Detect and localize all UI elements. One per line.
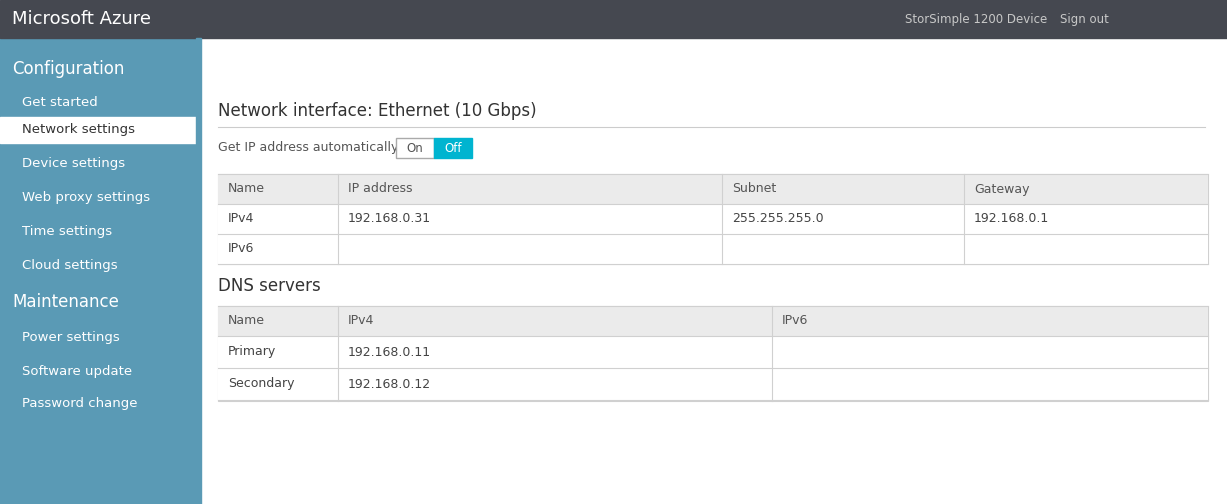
Text: IPv4: IPv4 [228,213,254,225]
Text: IPv6: IPv6 [782,314,809,328]
Text: StorSimple 1200 Device: StorSimple 1200 Device [906,13,1048,26]
Text: Off: Off [444,142,461,155]
Text: Gateway: Gateway [974,182,1029,196]
Text: Time settings: Time settings [22,225,112,238]
Bar [218,174,1209,204]
Text: IP address: IP address [348,182,412,196]
Text: Software update: Software update [22,364,133,377]
Text: On: On [406,142,423,155]
Text: Secondary: Secondary [228,377,294,391]
Text: Primary: Primary [228,346,276,358]
Bar [218,306,1209,401]
Bar [396,138,434,158]
Bar [434,138,472,158]
Text: Network interface: Ethernet (10 Gbps): Network interface: Ethernet (10 Gbps) [218,102,536,120]
Text: Network settings: Network settings [22,123,135,137]
Text: Sign out: Sign out [1060,13,1109,26]
Bar [0,0,1227,38]
Text: Subnet: Subnet [733,182,777,196]
Text: 192.168.0.12: 192.168.0.12 [348,377,431,391]
Text: Microsoft Azure: Microsoft Azure [12,10,151,28]
Text: 192.168.0.31: 192.168.0.31 [348,213,431,225]
Text: Configuration: Configuration [12,60,124,78]
Text: Maintenance: Maintenance [12,293,119,311]
Text: Password change: Password change [22,398,137,410]
Text: Name: Name [228,314,265,328]
Bar [196,38,1227,504]
Text: IPv4: IPv4 [348,314,374,328]
Text: Device settings: Device settings [22,157,125,170]
Text: 192.168.0.1: 192.168.0.1 [974,213,1049,225]
Bar [218,306,1209,336]
Text: 192.168.0.11: 192.168.0.11 [348,346,431,358]
Bar [218,234,1209,264]
Bar [218,368,1209,400]
Bar [0,46,196,504]
Text: IPv6: IPv6 [228,242,254,256]
Text: Name: Name [228,182,265,196]
Bar [0,117,196,143]
Text: DNS servers: DNS servers [218,277,320,295]
Bar [218,174,1209,264]
Text: Cloud settings: Cloud settings [22,260,118,273]
Text: Get started: Get started [22,95,98,108]
Text: Power settings: Power settings [22,331,120,344]
Bar [218,204,1209,234]
Text: Web proxy settings: Web proxy settings [22,192,150,205]
Bar [196,38,201,504]
Text: 255.255.255.0: 255.255.255.0 [733,213,823,225]
Bar [0,38,196,46]
Text: Get IP address automatically: Get IP address automatically [218,142,399,155]
Bar [218,336,1209,368]
